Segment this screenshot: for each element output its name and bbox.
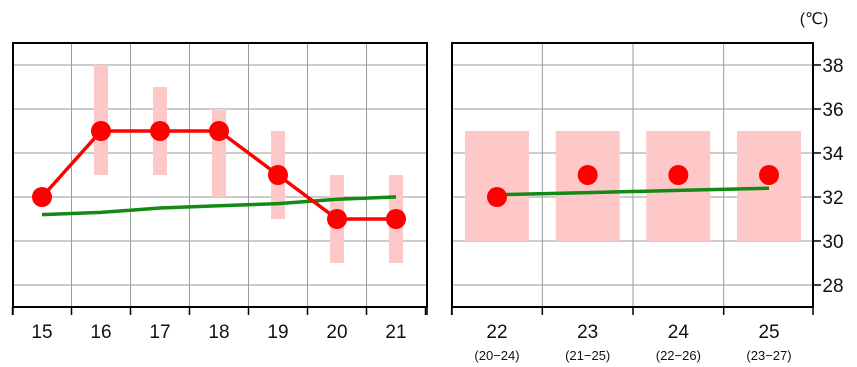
forecast-point [91,121,111,141]
x-sub-label: (23−27) [746,348,791,363]
y-tick-label: 30 [822,232,843,253]
y-tick-label: 38 [822,56,843,77]
range-bar [465,131,529,241]
range-bar [646,131,711,241]
x-tick-label: 18 [208,322,229,343]
unit-label: (℃) [800,11,829,28]
y-tick-label: 34 [822,144,844,165]
x-tick-label: 17 [149,322,170,343]
y-tick-label: 32 [822,188,843,209]
normal-line-layer [41,186,770,217]
x-tick-label: 21 [385,322,406,343]
x-tick-label: 19 [267,322,288,343]
forecast-point [668,165,689,185]
range-bars-layer [94,65,802,263]
forecast-point [759,165,780,185]
forecast-layer [32,121,780,229]
x-sub-label: (22−26) [656,348,701,363]
x-sub-label: (20−24) [474,348,519,363]
grid-layer [13,43,813,307]
x-sub-label: (21−25) [565,348,610,363]
forecast-point [386,209,406,229]
range-bar [555,131,620,241]
normal-line [496,186,770,197]
y-tick-label: 36 [822,100,843,121]
x-tick-label: 24 [668,322,690,343]
forecast-point [150,121,170,141]
y-tick-label: 28 [822,276,843,297]
forecast-point [32,187,52,207]
forecast-point [327,209,347,229]
forecast-point [209,121,229,141]
x-tick-label: 22 [486,322,507,343]
range-bar [737,131,802,241]
panel-frame [12,42,428,308]
forecast-point [577,165,598,185]
x-tick-label: 25 [758,322,779,343]
x-tick-label: 20 [326,322,347,343]
forecast-point [487,187,507,207]
axes-layer [11,42,821,315]
x-tick-label: 23 [577,322,598,343]
normal-line [41,195,397,217]
x-tick-label: 16 [90,322,111,343]
range-bar [94,65,108,175]
x-tick-label: 15 [31,322,52,343]
labels-layer: 15 16 17 18 19 20 21 22 23 24 25 (20−24) (21−25) (22−… [31,56,844,363]
forecast-point [268,165,288,185]
